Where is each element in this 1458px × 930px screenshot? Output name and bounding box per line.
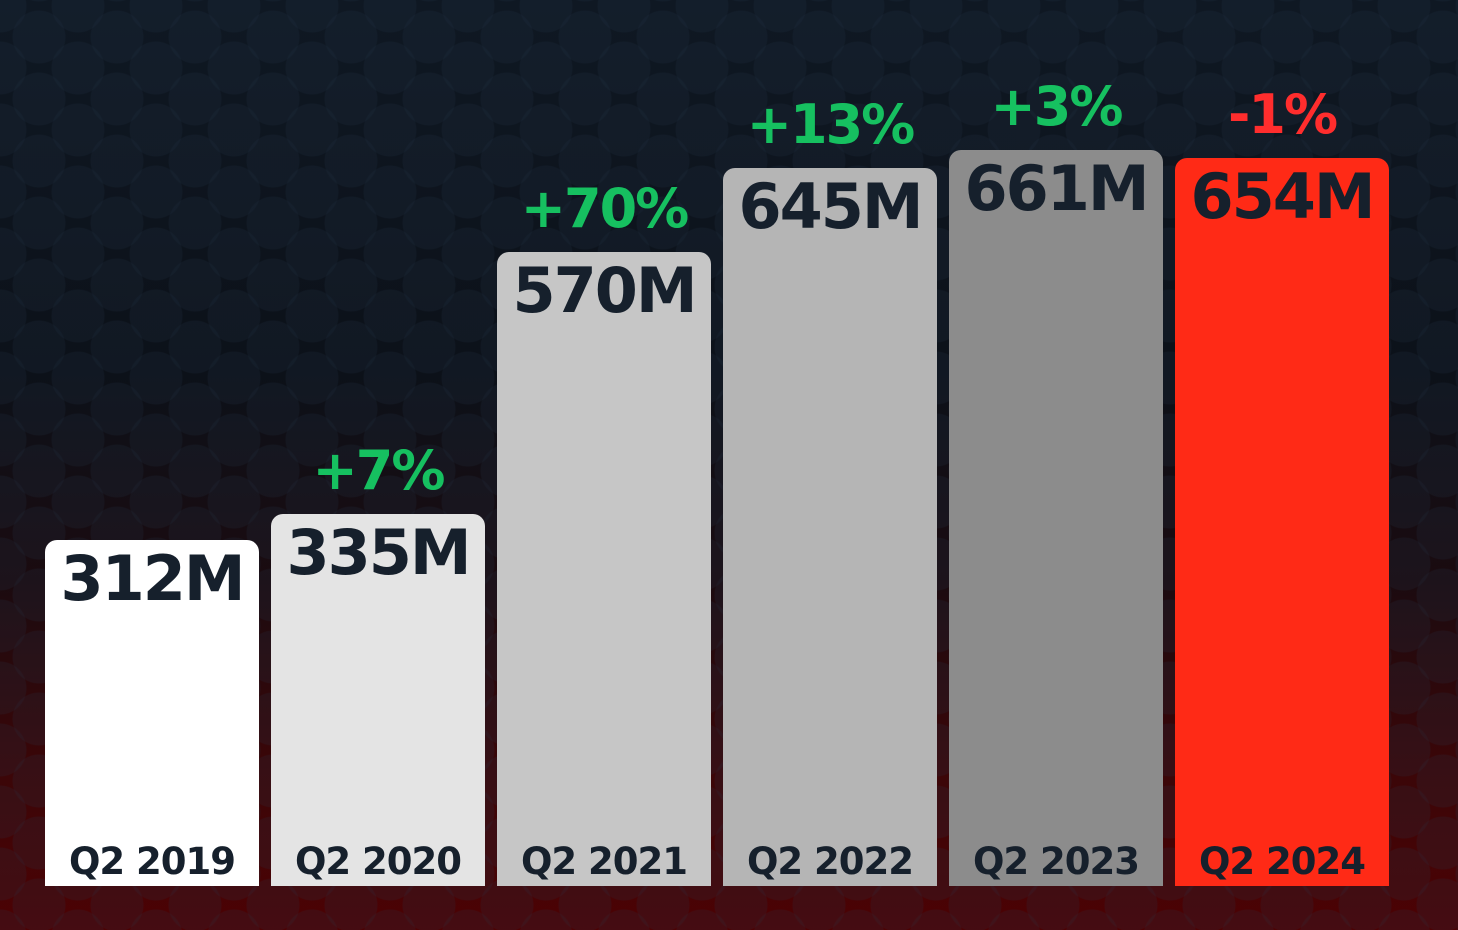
change-percent-label: +3%	[990, 75, 1124, 138]
change-percent-label: -1%	[1227, 83, 1338, 146]
bar-value-label: 335M	[286, 516, 471, 589]
bar-category-label: Q2 2023	[972, 840, 1140, 883]
bar-value-label: 312M	[60, 542, 245, 615]
bar-category-label: Q2 2022	[746, 840, 914, 883]
bar-q2-2023: 661M Q2 2023	[949, 150, 1163, 886]
bar-q2-2021: 570M Q2 2021	[497, 252, 711, 886]
bar-value-label: 654M	[1190, 160, 1375, 233]
bar-q2-2024: 654M Q2 2024	[1175, 158, 1389, 886]
bar-category-label: Q2 2020	[294, 840, 462, 883]
bar-category-label: Q2 2019	[68, 840, 236, 883]
bar-value-label: 661M	[964, 152, 1149, 225]
bar-q2-2022: 645M Q2 2022	[723, 168, 937, 886]
change-percent-label: +7%	[312, 439, 446, 502]
bar-category-label: Q2 2024	[1198, 840, 1366, 883]
bar-q2-2019: 312M Q2 2019	[45, 540, 259, 886]
bar-q2-2020: 335M Q2 2020	[271, 514, 485, 886]
change-percent-label: +13%	[746, 93, 916, 156]
bar-value-label: 570M	[512, 254, 697, 327]
bar-category-label: Q2 2021	[520, 840, 688, 883]
change-percent-label: +70%	[520, 177, 690, 240]
bar-value-label: 645M	[738, 170, 923, 243]
